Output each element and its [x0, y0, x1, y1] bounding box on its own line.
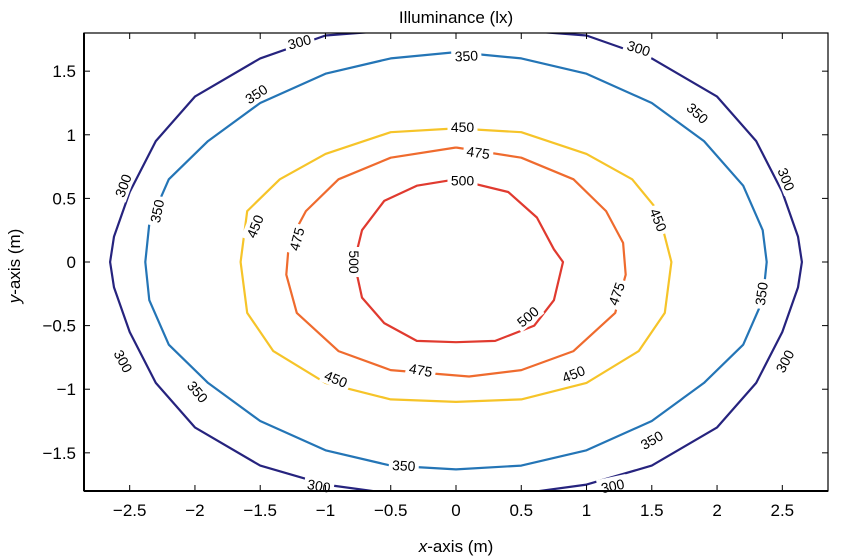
contour-label: 350	[634, 424, 669, 455]
contour-label-text: 350	[147, 198, 168, 224]
x-tick-label: 1	[582, 501, 591, 520]
contour-level-500	[353, 178, 565, 344]
contour-label: 475	[462, 141, 495, 163]
contour-label: 350	[450, 46, 482, 65]
contour-label: 350	[388, 455, 420, 475]
contour-label: 300	[109, 343, 139, 379]
contour-line-500	[353, 178, 565, 344]
contour-label: 500	[346, 247, 364, 277]
contour-label: 350	[238, 78, 274, 109]
x-tick-label: 0.5	[509, 501, 533, 520]
axes-box	[83, 32, 829, 492]
plot-area: 3003003003003003003003003503503503503503…	[108, 29, 804, 497]
contour-line-475	[285, 146, 627, 378]
contour-label-text: 500	[451, 173, 475, 189]
x-tick-label: 1.5	[640, 501, 664, 520]
x-tick-label: 0	[451, 501, 460, 520]
contour-label: 450	[645, 202, 673, 237]
contour-label-text: 475	[466, 143, 492, 162]
contour-label: 450	[318, 365, 354, 393]
y-tick-label: 0	[67, 253, 76, 272]
contour-level-450	[239, 127, 673, 403]
contour-label-text: 300	[625, 37, 652, 60]
contour-label: 300	[302, 474, 336, 497]
contour-line-350	[144, 51, 768, 471]
contour-label-text: 350	[392, 457, 416, 474]
y-axis-label: y-axis (m)	[5, 229, 24, 305]
x-tick-label: −1	[316, 501, 335, 520]
contour-label: 350	[145, 194, 169, 228]
contour-label: 450	[447, 118, 478, 136]
contour-label-text: 475	[408, 360, 434, 380]
x-tick-label: 2.5	[770, 501, 794, 520]
contour-label: 300	[621, 35, 656, 61]
contour-label: 350	[750, 277, 772, 310]
contour-label-text: 475	[286, 226, 308, 253]
y-tick-label: −1	[57, 380, 76, 399]
contour-line-300	[108, 33, 381, 491]
contour-label-text: 300	[600, 476, 626, 497]
contour-label: 300	[596, 473, 629, 497]
y-tick-label: 1.5	[52, 62, 76, 81]
axis-ticks: −2.5 −2 −1.5 −1 −0.5 0 0.5 1 1.5 2 2.5 −1.5 −1 −0.5 0 0…	[42, 32, 829, 520]
contour-level-300	[108, 33, 804, 491]
contour-label: 350	[181, 374, 215, 409]
contour-label: 300	[109, 168, 136, 203]
contour-label: 350	[680, 96, 715, 130]
contour-line-300	[531, 33, 804, 491]
contour-label-text: 350	[752, 281, 771, 307]
contour-label: 300	[282, 29, 316, 54]
contour-level-350	[144, 51, 768, 471]
contour-label-text: 300	[306, 476, 332, 496]
contour-level-475	[285, 146, 627, 378]
contour-label-text: 350	[454, 47, 478, 64]
chart-title: Illuminance (lx)	[399, 8, 513, 27]
contour-label-text: 500	[346, 250, 362, 274]
contour-label-text: 450	[451, 119, 475, 135]
x-tick-label: −1.5	[243, 501, 277, 520]
x-tick-label: −2	[185, 501, 204, 520]
y-tick-label: −0.5	[42, 317, 76, 336]
contour-label-text: 475	[605, 280, 628, 308]
y-tick-label: −1.5	[42, 444, 76, 463]
contour-label: 300	[773, 162, 801, 197]
y-tick-label: 1	[67, 126, 76, 145]
contour-label-text: 300	[112, 172, 135, 200]
x-tick-label: −2.5	[113, 501, 147, 520]
contour-label: 475	[284, 222, 309, 256]
contour-label-text: 300	[286, 31, 313, 53]
y-tick-label: 0.5	[52, 189, 76, 208]
contour-label: 475	[404, 358, 438, 381]
contour-line-450	[239, 127, 673, 403]
contour-label: 500	[447, 171, 478, 189]
x-axis-label: x-axis (m)	[418, 537, 494, 556]
contour-labels: 3003003003003003003003003503503503503503…	[109, 29, 801, 497]
x-tick-label: 2	[712, 501, 721, 520]
x-tick-label: −0.5	[374, 501, 408, 520]
contour-label: 475	[602, 276, 630, 311]
